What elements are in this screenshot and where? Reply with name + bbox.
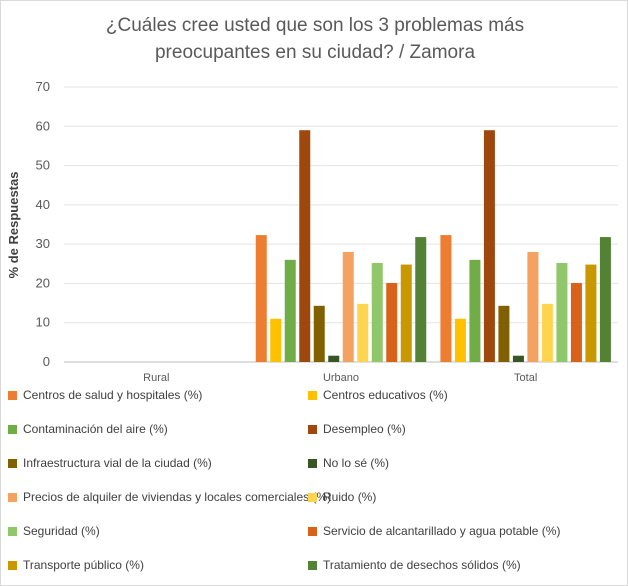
x-tick-label: Rural: [143, 372, 169, 384]
legend-label: Servicio de alcantarillado y agua potabl…: [323, 524, 561, 538]
bar: [313, 305, 325, 362]
bar: [284, 259, 296, 362]
bar: [454, 318, 466, 362]
legend-item: Transporte público (%): [8, 558, 144, 572]
legend-label: Infraestructura vial de la ciudad (%): [23, 456, 212, 470]
legend-item: Centros educativos (%): [308, 388, 448, 402]
legend-item: Infraestructura vial de la ciudad (%): [8, 456, 212, 470]
legend-label: No lo sé (%): [323, 456, 390, 470]
legend-label: Contaminación del aire (%): [23, 422, 168, 436]
legend-item: No lo sé (%): [308, 456, 389, 470]
legend-item: Tratamiento de desechos sólidos (%): [308, 558, 521, 572]
legend-label: Tratamiento de desechos sólidos (%): [323, 558, 521, 572]
legend-swatch: [308, 424, 317, 434]
bar: [328, 355, 340, 362]
legend-item: Precios de alquiler de viviendas y local…: [8, 490, 331, 504]
bar: [270, 318, 282, 362]
bar: [556, 263, 568, 362]
legend-swatch: [308, 526, 317, 536]
legend-item: Ruido (%): [308, 490, 376, 504]
bar: [483, 130, 495, 362]
bar: [415, 237, 427, 362]
y-tick-label: 40: [36, 197, 50, 212]
legend-label: Precios de alquiler de viviendas y local…: [23, 490, 332, 504]
y-tick-label: 0: [43, 354, 50, 369]
x-tick-label: Total: [514, 372, 537, 384]
bar: [599, 237, 611, 362]
legend-label: Transporte público (%): [23, 558, 144, 572]
bar: [342, 252, 354, 362]
bar-chart: 0 10 20 30 40 50 60 70 Rural Urbano Total: [36, 79, 618, 384]
legend-label: Desempleo (%): [323, 422, 406, 436]
legend-label: Centros de salud y hospitales (%): [23, 388, 203, 402]
legend-label: Centros educativos (%): [323, 388, 448, 402]
legend-swatch: [308, 390, 317, 400]
legend-swatch: [8, 458, 17, 468]
legend-swatch: [8, 390, 17, 400]
legend-item: Servicio de alcantarillado y agua potabl…: [308, 524, 560, 538]
bar: [255, 235, 267, 362]
chart-title: ¿Cuáles cree usted que son los 3 problem…: [40, 12, 590, 66]
bar: [541, 303, 553, 362]
legend-swatch: [8, 492, 17, 502]
bar: [585, 264, 597, 362]
bar: [527, 252, 539, 362]
legend-swatch: [308, 492, 317, 502]
legend-item: Seguridad (%): [8, 524, 100, 538]
bar: [440, 235, 452, 362]
x-tick-label: Urbano: [323, 372, 359, 384]
bar: [386, 283, 398, 362]
chart-title-line-1: ¿Cuáles cree usted que son los 3 problem…: [105, 15, 525, 36]
legend-item: Desempleo (%): [308, 422, 406, 436]
bar: [498, 305, 510, 362]
bar: [570, 283, 582, 362]
bar: [357, 303, 369, 362]
bar: [371, 263, 383, 362]
y-tick-label: 60: [36, 118, 50, 133]
bar: [512, 355, 524, 362]
y-tick-label: 20: [36, 275, 50, 290]
legend-swatch: [8, 526, 17, 536]
chart-title-line-2: preocupantes en su ciudad? / Zamora: [154, 42, 476, 63]
bar: [299, 130, 311, 362]
legend-item: Centros de salud y hospitales (%): [8, 388, 202, 402]
y-tick-label: 30: [36, 236, 50, 251]
bar: [400, 264, 412, 362]
y-tick-label: 70: [36, 79, 50, 94]
y-tick-label: 50: [36, 158, 50, 173]
legend-swatch: [8, 424, 17, 434]
legend-swatch: [308, 458, 317, 468]
bar: [469, 259, 481, 362]
legend-swatch: [8, 560, 17, 570]
legend-label: Ruido (%): [323, 490, 377, 504]
legend-swatch: [308, 560, 317, 570]
y-tick-label: 10: [36, 315, 50, 330]
legend-item: Contaminación del aire (%): [8, 422, 168, 436]
legend-label: Seguridad (%): [23, 524, 100, 538]
